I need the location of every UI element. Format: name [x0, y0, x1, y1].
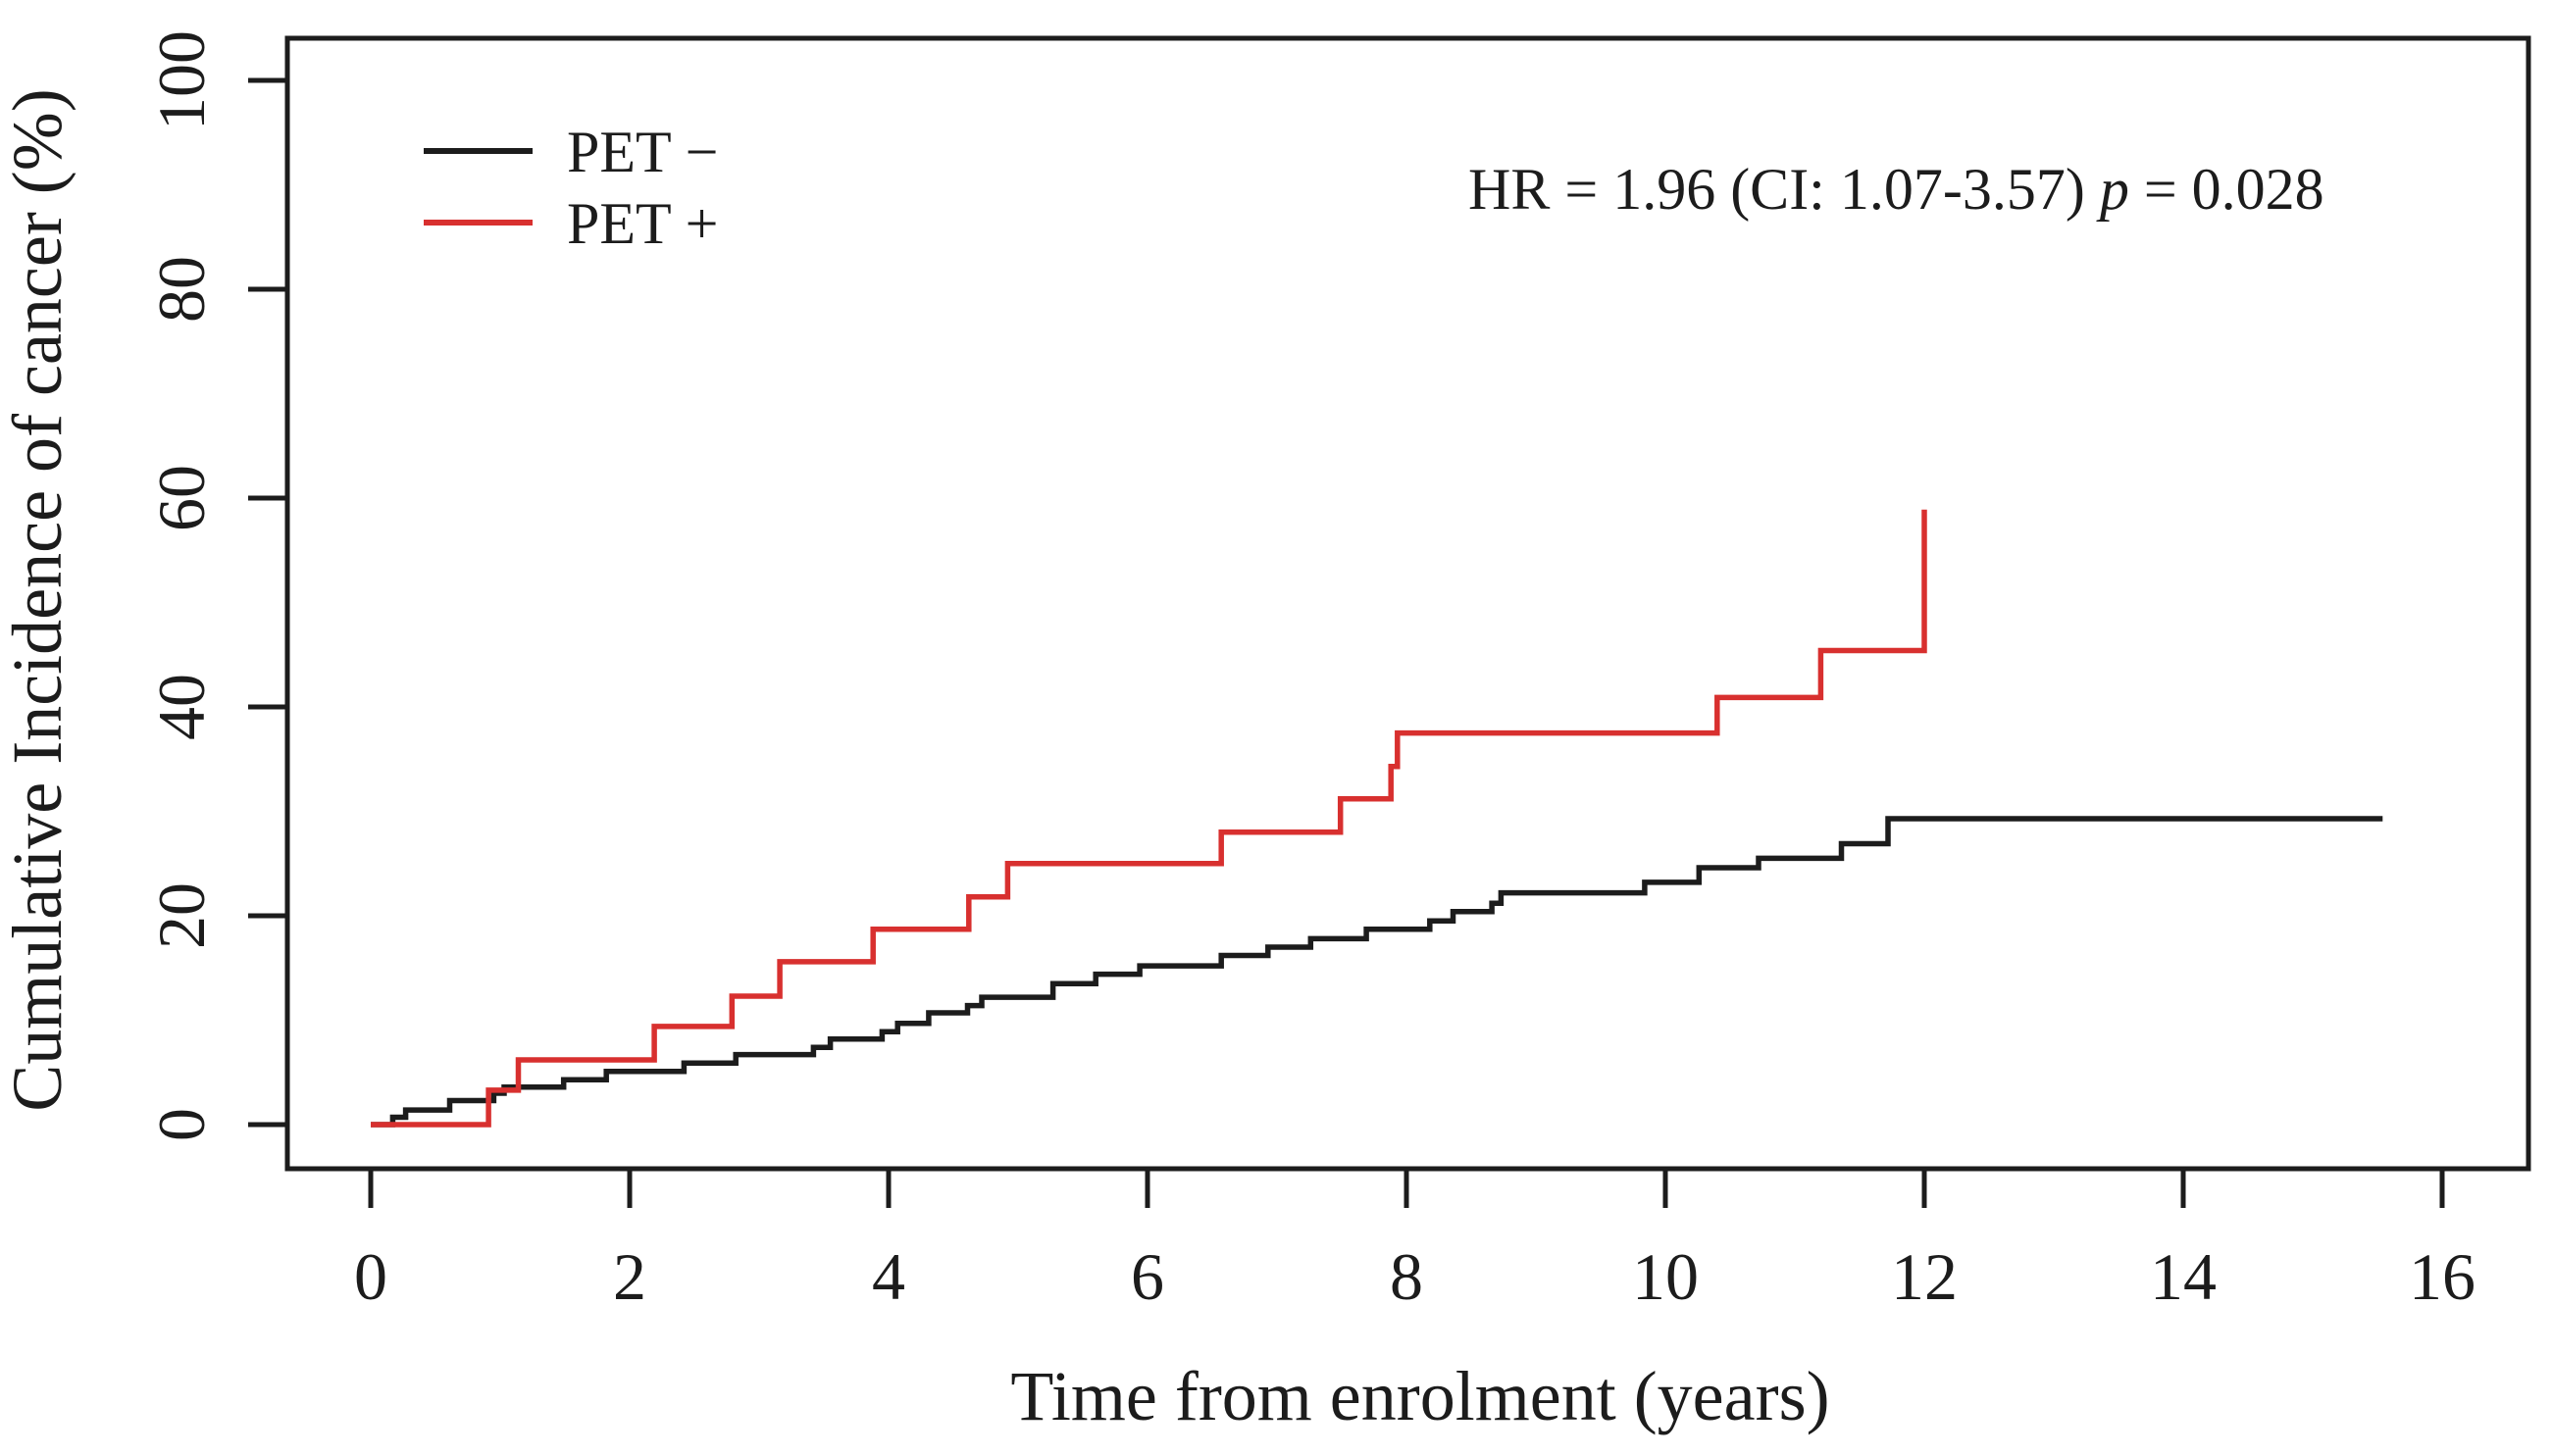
y-tick-label: 20 [144, 882, 219, 949]
x-tick-label: 14 [2150, 1239, 2217, 1314]
x-tick-label: 4 [872, 1239, 905, 1314]
hr-annotation-suffix: = 0.028 [2129, 157, 2324, 222]
legend-label-pet-negative: PET − [567, 120, 718, 184]
y-tick-label: 100 [144, 30, 219, 130]
y-axis-label: Cumulative Incidence of cancer (%) [0, 88, 77, 1111]
x-tick-label: 0 [354, 1239, 387, 1314]
x-tick-label: 10 [1632, 1239, 1699, 1314]
y-tick-label: 60 [144, 465, 219, 531]
series-pet-positive-curve [371, 509, 1927, 1128]
series-pet-negative-curve [371, 816, 2383, 1128]
x-tick-label: 12 [1891, 1239, 1958, 1314]
hr-annotation-prefix: HR = 1.96 (CI: 1.07-3.57) [1468, 157, 2100, 222]
x-tick-label: 6 [1131, 1239, 1164, 1314]
x-tick-label: 2 [613, 1239, 646, 1314]
y-tick-label: 40 [144, 674, 219, 740]
x-tick-label: 16 [2409, 1239, 2475, 1314]
x-tick-label: 8 [1390, 1239, 1423, 1314]
series-curves [371, 509, 2383, 1128]
legend: PET − PET + [424, 120, 718, 256]
x-axis-label: Time from enrolment (years) [1010, 1357, 1829, 1435]
legend-label-pet-positive: PET + [567, 191, 718, 256]
hr-annotation-p: p [2096, 157, 2129, 222]
y-tick-label: 80 [144, 256, 219, 323]
hr-annotation: HR = 1.96 (CI: 1.07-3.57) p = 0.028 [1468, 157, 2324, 222]
y-tick-label: 0 [144, 1108, 219, 1141]
x-axis-ticks: 0 2 4 6 8 10 12 14 16 [354, 1169, 2475, 1314]
y-axis-ticks: 0 20 40 60 80 100 [144, 30, 287, 1141]
